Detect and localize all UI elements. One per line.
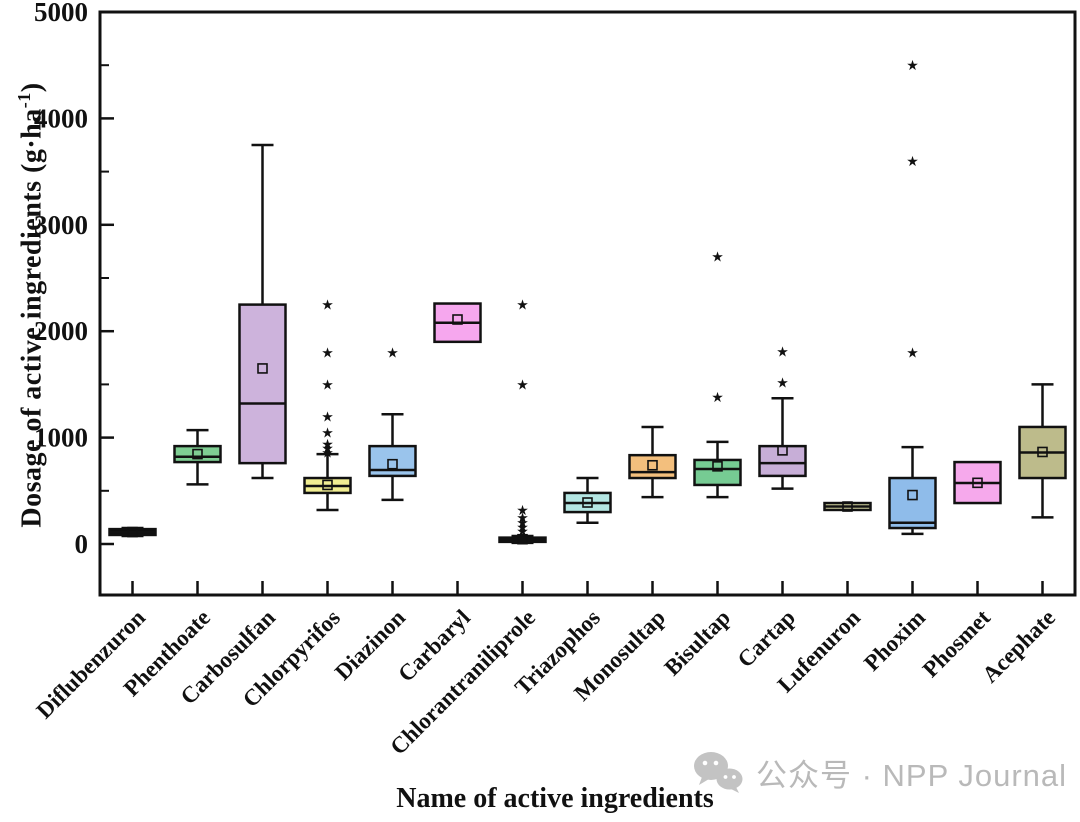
box-group-triazophos <box>563 476 612 524</box>
box-group-phenthoate <box>173 428 222 486</box>
plot-frame <box>98 10 1077 597</box>
box-group-lufenuron <box>823 501 872 512</box>
outlier-star: ★ <box>321 298 334 314</box>
y-tick-label: 4000 <box>34 103 88 133</box>
box-group-diazinon: ★ <box>368 345 417 502</box>
box-group-acephate <box>1018 383 1067 519</box>
watermark-text: 公众号 · NPP Journal <box>756 757 1068 793</box>
iqr-box <box>758 444 807 478</box>
outlier-star: ★ <box>516 298 529 314</box>
wechat-icon <box>694 752 743 793</box>
box-group-cartap: ★★ <box>758 344 807 490</box>
iqr-box <box>238 303 287 465</box>
mean-marker <box>517 533 528 545</box>
mean-marker <box>972 477 983 489</box>
y-axis-title: Dosage of active ingredients (g·ha-1) <box>14 12 50 598</box>
iqr-box <box>173 444 222 464</box>
mean-marker <box>842 501 853 512</box>
y-tick-label: 5000 <box>34 0 88 27</box>
outlier-star: ★ <box>711 390 724 406</box>
box-group-phoxim: ★ ★ ★ <box>888 58 937 536</box>
box-group-phosmet <box>953 460 1002 505</box>
y-tick-label: 0 <box>75 529 89 559</box>
outlier-star: ★ <box>321 409 334 425</box>
mean-marker <box>257 363 268 374</box>
iqr-box <box>888 476 937 530</box>
outlier-star: ★ <box>321 441 334 457</box>
outlier-star: ★ <box>386 345 399 361</box>
box-group-diflubenzuron <box>108 526 157 538</box>
mean-marker <box>387 458 398 470</box>
y-axis-title-text: Dosage of active ingredients (g·ha <box>16 108 48 528</box>
outlier-star: ★ <box>906 58 919 74</box>
outlier-star: ★ <box>906 345 919 361</box>
y-tick-label: 3000 <box>34 210 88 240</box>
mean-marker <box>322 479 333 491</box>
iqr-box <box>628 453 677 480</box>
mean-marker <box>452 314 463 325</box>
y-tick-label: 2000 <box>34 316 88 346</box>
mean-marker <box>647 459 658 471</box>
outlier-star: ★ <box>321 377 334 393</box>
outlier-star: ★ <box>516 377 529 393</box>
mean-marker <box>907 489 918 501</box>
mean-marker <box>127 526 138 538</box>
mean-marker <box>712 461 723 472</box>
outlier-star: ★ <box>321 425 334 441</box>
mean-marker <box>1037 446 1048 458</box>
box-group-monosultap <box>628 425 677 499</box>
mean-marker <box>777 445 788 456</box>
outlier-star: ★ <box>516 520 529 536</box>
outlier-star: ★ <box>516 510 529 526</box>
box-group-chlorantraniliprole: ★★★★★★★ <box>498 298 547 545</box>
watermark: 公众号 · NPP Journal <box>692 748 1067 796</box>
outlier-star: ★ <box>776 344 789 360</box>
box-group-bisultap: ★★ <box>693 250 742 499</box>
outlier-star: ★ <box>906 154 919 170</box>
mean-marker <box>192 448 203 460</box>
mean-marker <box>582 497 593 508</box>
outlier-star: ★ <box>516 524 529 540</box>
outlier-star: ★ <box>321 437 334 453</box>
box-group-chlorpyrifos: ★★★★★★★★ <box>303 298 352 512</box>
y-axis-title-end: ) <box>16 82 48 93</box>
box-group-carbaryl <box>433 302 482 344</box>
outlier-star: ★ <box>516 503 529 519</box>
outlier-star: ★ <box>776 375 789 391</box>
outlier-star: ★ <box>711 250 724 266</box>
x-tick-label-bisultap: Bisultap <box>659 605 735 681</box>
x-tick-label-diflubenzuron: Diflubenzuron <box>31 605 150 724</box>
iqr-box <box>368 444 417 478</box>
iqr-box <box>693 458 742 487</box>
y-tick-label: 1000 <box>34 423 88 453</box>
outlier-star: ★ <box>516 516 529 532</box>
outlier-star: ★ <box>321 345 334 361</box>
box-group-carbosulfan <box>238 143 287 480</box>
outlier-star: ★ <box>321 445 334 461</box>
y-axis-title-sup: -1 <box>14 92 34 109</box>
x-axis-title: Name of active ingredients <box>396 783 714 814</box>
